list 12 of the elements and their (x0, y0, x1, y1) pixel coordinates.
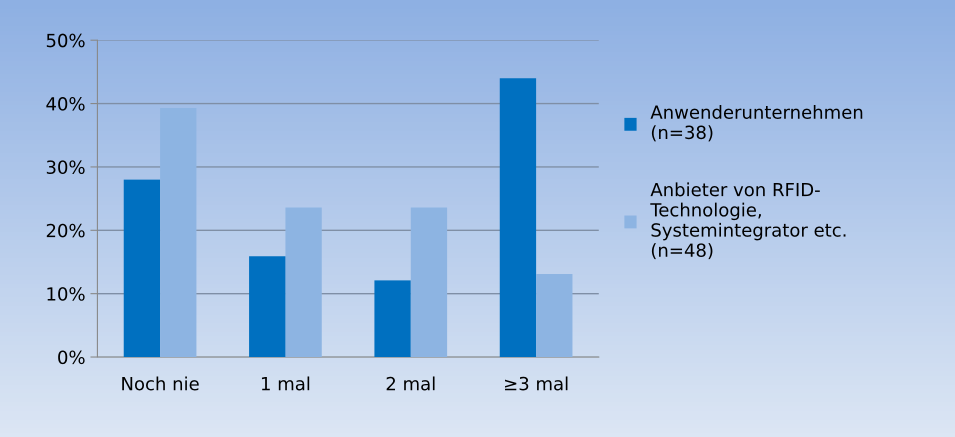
legend-label: Anbieter von RFID- Technologie, Systemintegrator etc. (n=48) (650, 182, 846, 260)
legend-label: Anwenderunternehmen (n=38) (650, 105, 862, 142)
y-tick-label: 50% (46, 34, 85, 48)
y-tick-label: 0% (58, 350, 85, 364)
x-tick-label: 2 mal (386, 376, 435, 390)
x-tick-label: 1 mal (262, 376, 310, 390)
x-tick-label: ≥3 mal (505, 376, 568, 390)
y-tick-label: 40% (46, 97, 85, 111)
y-tick-label: 30% (46, 160, 85, 174)
x-tick-label: Noch nie (122, 376, 199, 390)
y-tick-label: 20% (46, 224, 85, 238)
y-tick-label: 10% (47, 287, 85, 301)
